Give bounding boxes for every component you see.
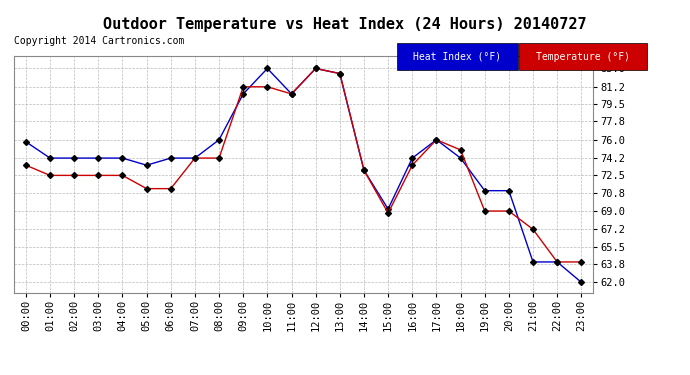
Text: Heat Index (°F): Heat Index (°F) (413, 52, 501, 62)
Text: Copyright 2014 Cartronics.com: Copyright 2014 Cartronics.com (14, 36, 184, 46)
Text: Outdoor Temperature vs Heat Index (24 Hours) 20140727: Outdoor Temperature vs Heat Index (24 Ho… (104, 17, 586, 32)
Text: Temperature (°F): Temperature (°F) (535, 52, 630, 62)
